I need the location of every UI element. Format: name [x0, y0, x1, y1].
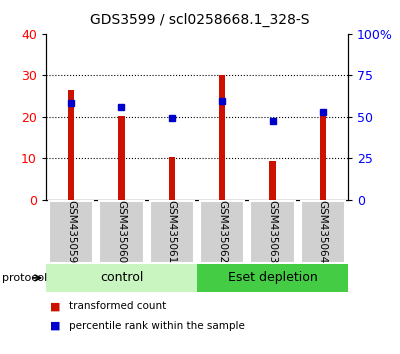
Text: GDS3599 / scl0258668.1_328-S: GDS3599 / scl0258668.1_328-S — [90, 12, 310, 27]
Text: GSM435059: GSM435059 — [66, 200, 76, 263]
Text: transformed count: transformed count — [69, 301, 166, 311]
Text: GSM435060: GSM435060 — [116, 200, 126, 263]
FancyBboxPatch shape — [150, 201, 194, 263]
Bar — [270, 161, 276, 200]
Bar — [169, 157, 175, 200]
Bar — [320, 113, 326, 200]
Text: GSM435064: GSM435064 — [318, 200, 328, 263]
FancyBboxPatch shape — [197, 264, 348, 292]
Text: protocol: protocol — [2, 273, 47, 283]
Text: control: control — [100, 272, 143, 284]
FancyBboxPatch shape — [49, 201, 93, 263]
FancyBboxPatch shape — [46, 264, 197, 292]
FancyBboxPatch shape — [250, 201, 295, 263]
Text: Eset depletion: Eset depletion — [228, 272, 317, 284]
FancyBboxPatch shape — [301, 201, 345, 263]
FancyBboxPatch shape — [99, 201, 144, 263]
Bar — [118, 115, 124, 200]
Bar — [219, 75, 225, 200]
FancyBboxPatch shape — [200, 201, 244, 263]
Text: GSM435062: GSM435062 — [217, 200, 227, 263]
Text: ■: ■ — [50, 301, 60, 311]
Text: GSM435063: GSM435063 — [268, 200, 278, 263]
Text: GSM435061: GSM435061 — [167, 200, 177, 263]
Text: ■: ■ — [50, 321, 60, 331]
Text: percentile rank within the sample: percentile rank within the sample — [69, 321, 245, 331]
Bar — [68, 90, 74, 200]
